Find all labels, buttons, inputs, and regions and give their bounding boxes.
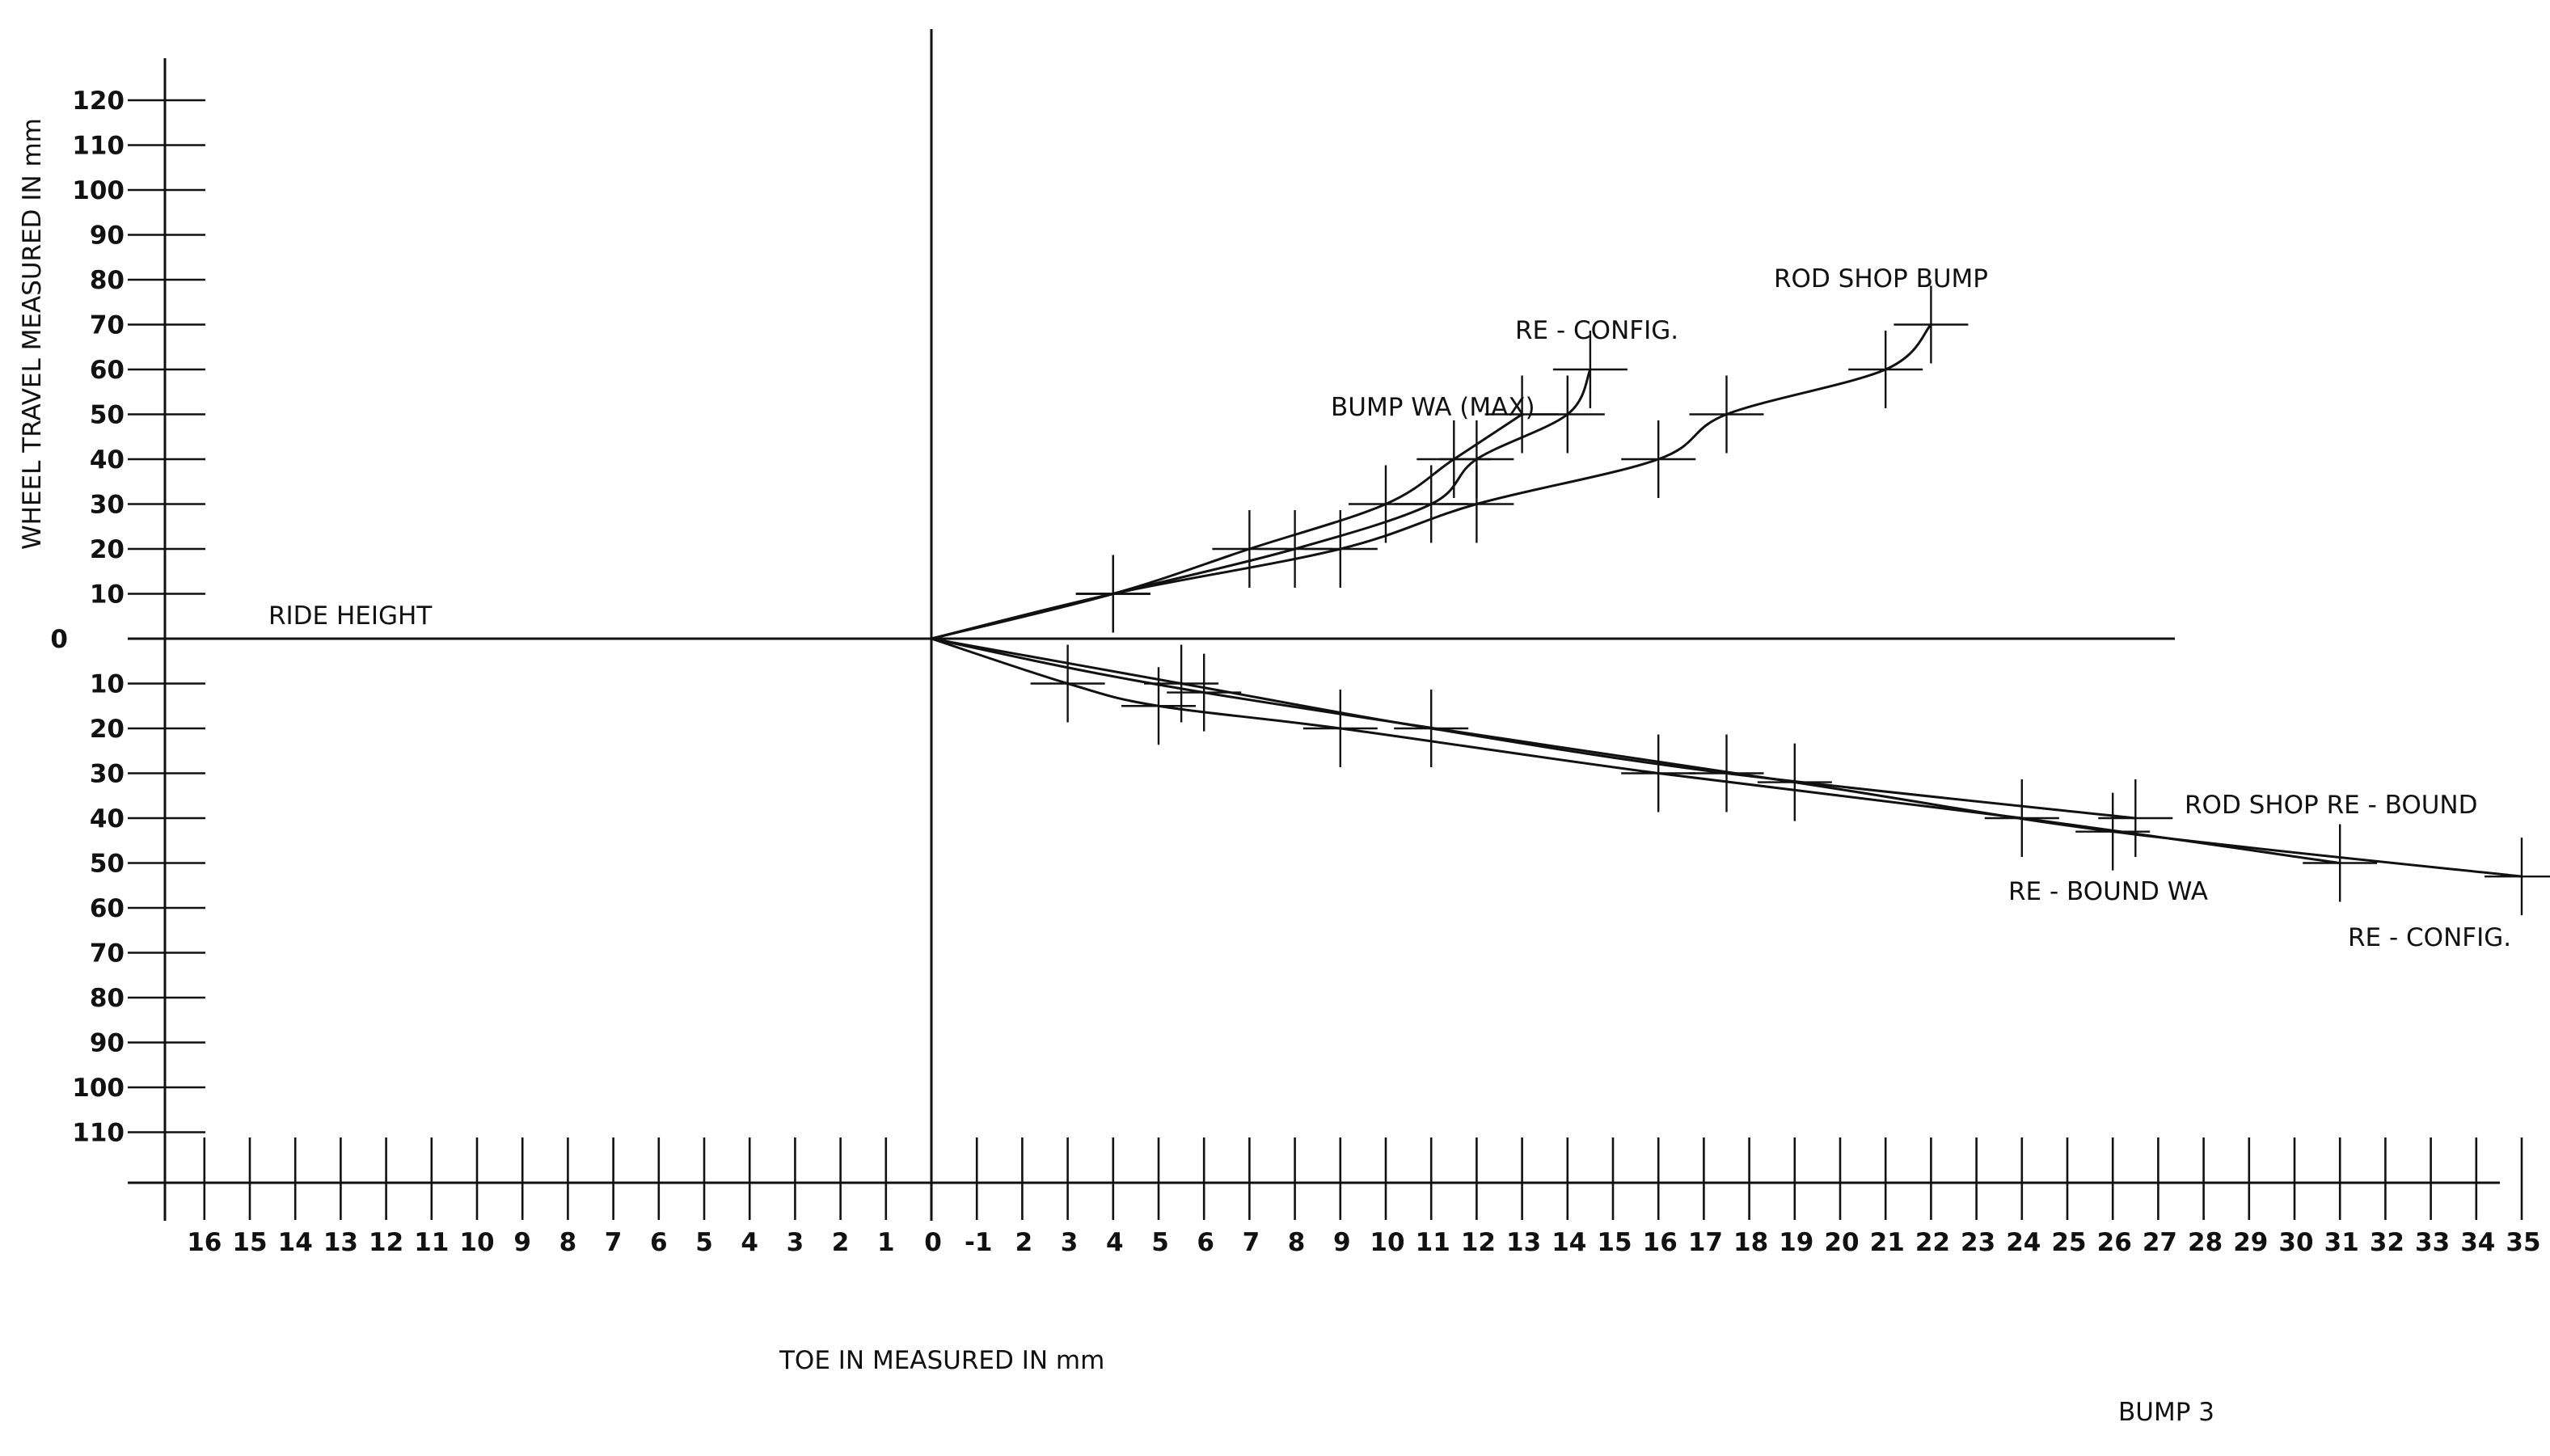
y-tick-label: 110 <box>72 132 125 161</box>
x-tick-label: -1 <box>965 1228 992 1257</box>
x-tick-label: 11 <box>1416 1228 1450 1257</box>
series-label-re-config-rebound: RE - CONFIG. <box>2348 923 2511 952</box>
y-tick-label: 110 <box>72 1119 125 1148</box>
x-tick-label: 15 <box>232 1228 267 1257</box>
series-label-rod-shop-bump: ROD SHOP BUMP <box>1774 264 1988 293</box>
axes <box>128 29 2500 1221</box>
y-tick-label: 30 <box>90 760 125 789</box>
y-tick-label: 90 <box>90 1029 125 1058</box>
x-tick-label: 32 <box>2370 1228 2404 1257</box>
y-tick-label: 60 <box>90 356 125 385</box>
y-tick-label: 10 <box>90 580 125 610</box>
series-label-re-bound-wa: RE - BOUND WA <box>2008 877 2208 906</box>
x-tick-label: 8 <box>1288 1228 1306 1257</box>
x-tick-label: 0 <box>924 1228 942 1257</box>
x-tick-label: 12 <box>369 1228 403 1257</box>
y-tick-label: 70 <box>90 939 125 969</box>
y-tick-label: 100 <box>72 176 125 205</box>
y-tick-label: 100 <box>72 1074 125 1103</box>
x-tick-label: 10 <box>1370 1228 1404 1257</box>
x-tick-label: 14 <box>278 1228 313 1257</box>
x-tick-label: 22 <box>1915 1228 1950 1257</box>
y-tick-label: 50 <box>90 401 125 430</box>
x-tick-label: 7 <box>1243 1228 1260 1257</box>
x-tick-label: 30 <box>2278 1228 2313 1257</box>
x-tick-label: 28 <box>2188 1228 2223 1257</box>
markers <box>1030 285 2550 916</box>
chart-caption: BUMP 3 <box>2118 1398 2214 1427</box>
series-label-bump-wa-max: BUMP WA (MAX) <box>1331 393 1535 422</box>
y-tick-label: 30 <box>90 491 125 520</box>
ride-height-label: RIDE HEIGHT <box>268 601 433 631</box>
x-tick-label: 7 <box>605 1228 623 1257</box>
x-tick-label: 3 <box>787 1228 804 1257</box>
y-tick-label: 20 <box>90 715 125 744</box>
x-tick-label: 34 <box>2460 1228 2495 1257</box>
ticks: 16 15 14 13 12 11 10 9 8 7 6 5 4 3 2 1 0 -1 2 3 4 5 6 7 8 9 10 11 12… <box>50 87 2540 1257</box>
x-tick-label: 8 <box>559 1228 577 1257</box>
x-tick-label: 29 <box>2233 1228 2268 1257</box>
series-line <box>931 637 2523 878</box>
y-tick-label: 80 <box>90 984 125 1013</box>
y-tick-label: 120 <box>72 87 125 116</box>
x-tick-label: 23 <box>1961 1228 1995 1257</box>
x-tick-label: 18 <box>1733 1228 1768 1257</box>
x-tick-label: 35 <box>2506 1228 2540 1257</box>
x-tick-label: 25 <box>2051 1228 2086 1257</box>
series-label-rod-shop-re-bound: ROD SHOP RE - BOUND <box>2185 791 2478 820</box>
x-tick-label: 15 <box>1597 1228 1632 1257</box>
y-tick-label: 80 <box>90 266 125 295</box>
x-tick-label: 5 <box>695 1228 713 1257</box>
x-tick-label: 13 <box>323 1228 358 1257</box>
y-axis-title: WHEEL TRAVEL MEASURED IN mm <box>18 118 47 550</box>
x-tick-label: 19 <box>1779 1228 1813 1257</box>
x-tick-label: 4 <box>741 1228 758 1257</box>
x-tick-label: 21 <box>1870 1228 1905 1257</box>
x-tick-label: 17 <box>1688 1228 1723 1257</box>
x-tick-label: 11 <box>414 1228 449 1257</box>
x-tick-label: 6 <box>1197 1228 1214 1257</box>
x-tick-label: 12 <box>1461 1228 1496 1257</box>
x-tick-label: 24 <box>2006 1228 2041 1257</box>
y-tick-label: 90 <box>90 222 125 251</box>
x-tick-label: 26 <box>2097 1228 2132 1257</box>
x-tick-label: 10 <box>459 1228 494 1257</box>
x-tick-label: 6 <box>650 1228 668 1257</box>
x-tick-label: 2 <box>1015 1228 1033 1257</box>
y-tick-label: 60 <box>90 894 125 923</box>
y-tick-label: 50 <box>90 850 125 879</box>
y-tick-label: 0 <box>50 625 68 654</box>
series-label-re-config-bump: RE - CONFIG. <box>1515 316 1678 345</box>
x-tick-label: 16 <box>187 1228 222 1257</box>
y-tick-label: 70 <box>90 311 125 340</box>
x-tick-label: 16 <box>1643 1228 1678 1257</box>
series-line <box>931 637 2136 820</box>
x-tick-label: 3 <box>1061 1228 1079 1257</box>
series-line <box>931 413 1523 640</box>
x-tick-label: 1 <box>877 1228 895 1257</box>
y-tick-label: 10 <box>90 670 125 699</box>
x-tick-label: 9 <box>1333 1228 1351 1257</box>
y-tick-label: 40 <box>90 804 125 834</box>
y-tick-label: 20 <box>90 535 125 564</box>
x-axis-title: TOE IN MEASURED IN mm <box>779 1346 1104 1375</box>
x-tick-label: 9 <box>513 1228 531 1257</box>
x-tick-label: 33 <box>2415 1228 2450 1257</box>
x-tick-label: 4 <box>1106 1228 1124 1257</box>
x-tick-label: 13 <box>1506 1228 1541 1257</box>
x-tick-label: 31 <box>2324 1228 2359 1257</box>
x-tick-label: 14 <box>1552 1228 1586 1257</box>
y-tick-label: 40 <box>90 445 125 475</box>
x-tick-label: 20 <box>1824 1228 1859 1257</box>
x-tick-label: 2 <box>832 1228 850 1257</box>
x-tick-label: 5 <box>1151 1228 1169 1257</box>
x-tick-label: 27 <box>2143 1228 2177 1257</box>
series-line <box>931 637 2341 864</box>
